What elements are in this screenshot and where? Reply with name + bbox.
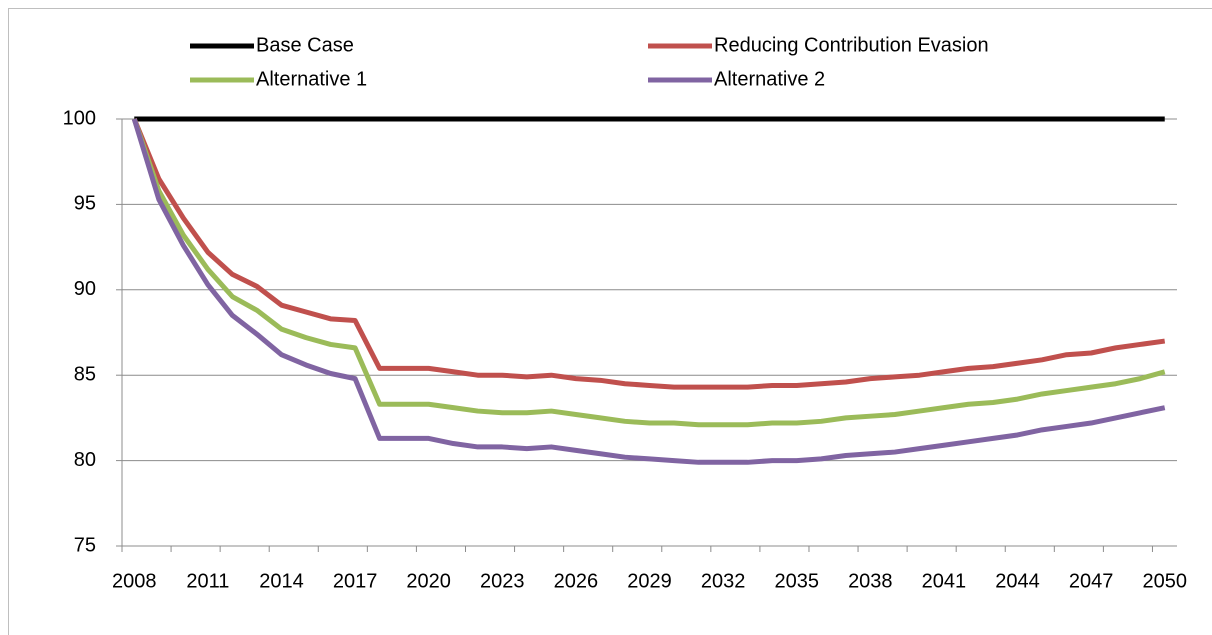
series-line <box>131 118 1166 465</box>
x-tick-label: 2026 <box>554 570 599 592</box>
x-tick-label: 2023 <box>480 570 525 592</box>
x-tick-label: 2047 <box>1069 570 1114 592</box>
x-tick-label: 2029 <box>627 570 672 592</box>
series-line <box>131 118 1166 428</box>
legend-label: Reducing Contribution Evasion <box>714 34 989 56</box>
y-tick-label: 80 <box>74 449 96 471</box>
legend-label: Alternative 2 <box>714 68 825 90</box>
x-tick-label: 2050 <box>1142 570 1187 592</box>
x-tick-label: 2020 <box>406 570 451 592</box>
x-tick-label: 2038 <box>848 570 893 592</box>
y-tick-label: 75 <box>74 534 96 556</box>
x-tick-label: 2032 <box>701 570 746 592</box>
y-tick-label: 100 <box>63 107 96 129</box>
series-line <box>131 118 1166 390</box>
x-tick-label: 2041 <box>922 570 967 592</box>
x-tick-label: 2011 <box>186 570 229 592</box>
x-tick-label: 2008 <box>112 570 157 592</box>
x-tick-label: 2035 <box>774 570 819 592</box>
x-tick-label: 2017 <box>333 570 378 592</box>
y-tick-label: 85 <box>74 363 96 385</box>
y-tick-label: 90 <box>74 278 96 300</box>
y-tick-label: 95 <box>74 193 96 215</box>
x-tick-label: 2044 <box>995 570 1040 592</box>
x-tick-label: 2014 <box>259 570 304 592</box>
legend-label: Base Case <box>256 34 354 56</box>
legend-label: Alternative 1 <box>256 68 367 90</box>
chart-border <box>8 8 1212 635</box>
